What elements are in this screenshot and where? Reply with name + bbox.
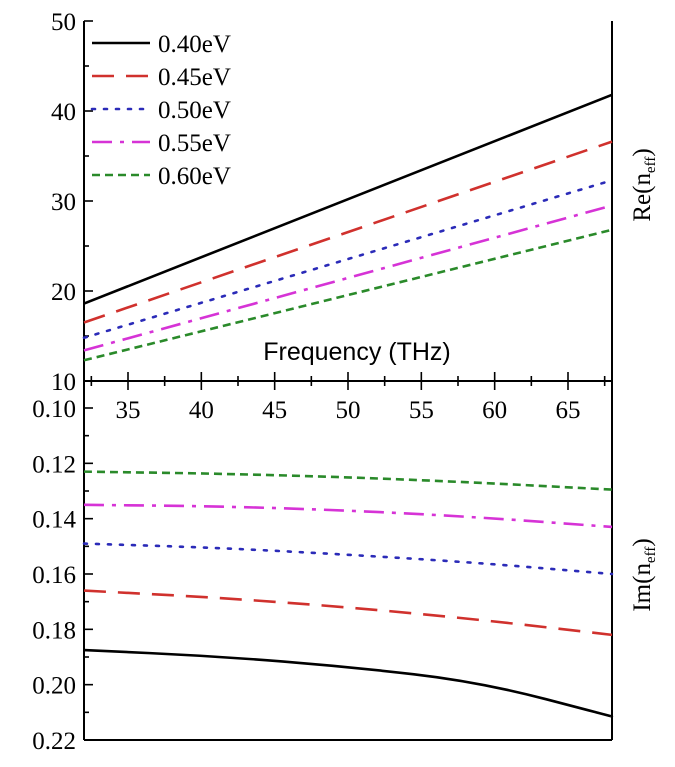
legend-label-0.40eV: 0.40eV (158, 31, 231, 58)
top-series-0.55eV (83, 204, 613, 352)
x-tick-label: 40 (189, 397, 214, 424)
legend: 0.40eV 0.45eV 0.50eV 0.55eV 0.60eV (90, 31, 231, 190)
top-series-0.45eV (83, 140, 613, 324)
bottom-y-tick-label: 0.14 (32, 507, 76, 534)
top-series-group (82, 93, 614, 362)
top-y-axis-label: Re(neff) (629, 148, 659, 221)
legend-label-0.55eV: 0.55eV (158, 130, 231, 157)
bottom-series-0.40eV (83, 648, 613, 718)
bottom-series-0.60eV (83, 470, 613, 491)
x-axis-label: Frequency (THz) (263, 338, 451, 366)
top-y-tick-label: 30 (51, 189, 76, 216)
legend-label-0.45eV: 0.45eV (158, 64, 231, 91)
bottom-y-tick-label: 0.18 (32, 617, 76, 644)
top-y-tick-label: 20 (51, 279, 76, 306)
bottom-series-0.55eV (83, 503, 613, 529)
top-ticks: 10 20 30 40 50 35 40 45 50 55 60 65 (51, 9, 606, 424)
bottom-y-tick-label: 0.22 (32, 728, 76, 755)
x-tick-label: 50 (336, 397, 361, 424)
top-y-tick-label: 50 (51, 9, 76, 36)
bottom-ticks: 0.10 0.12 0.14 0.16 0.18 0.20 0.22 (32, 396, 93, 755)
bottom-y-tick-label: 0.16 (32, 562, 76, 589)
top-y-tick-label: 40 (51, 99, 76, 126)
top-series-0.50eV (82, 179, 614, 340)
top-y-tick-label: 10 (51, 369, 76, 396)
x-tick-label: 65 (556, 397, 581, 424)
legend-label-0.50eV: 0.50eV (158, 97, 231, 124)
bottom-series-0.45eV (83, 589, 613, 637)
bottom-series-group (82, 470, 614, 718)
x-tick-label: 60 (482, 397, 507, 424)
bottom-y-axis-label: Im(neff) (629, 538, 659, 611)
legend-label-0.60eV: 0.60eV (158, 163, 231, 190)
bottom-y-tick-label: 0.20 (32, 673, 76, 700)
top-series-0.40eV (83, 93, 613, 305)
bottom-y-tick-label: 0.12 (32, 451, 76, 478)
x-tick-label: 35 (116, 397, 141, 424)
x-tick-label: 45 (262, 397, 287, 424)
bottom-y-tick-label: 0.10 (32, 396, 76, 423)
x-tick-label: 55 (409, 397, 434, 424)
bottom-series-0.50eV (82, 542, 614, 576)
